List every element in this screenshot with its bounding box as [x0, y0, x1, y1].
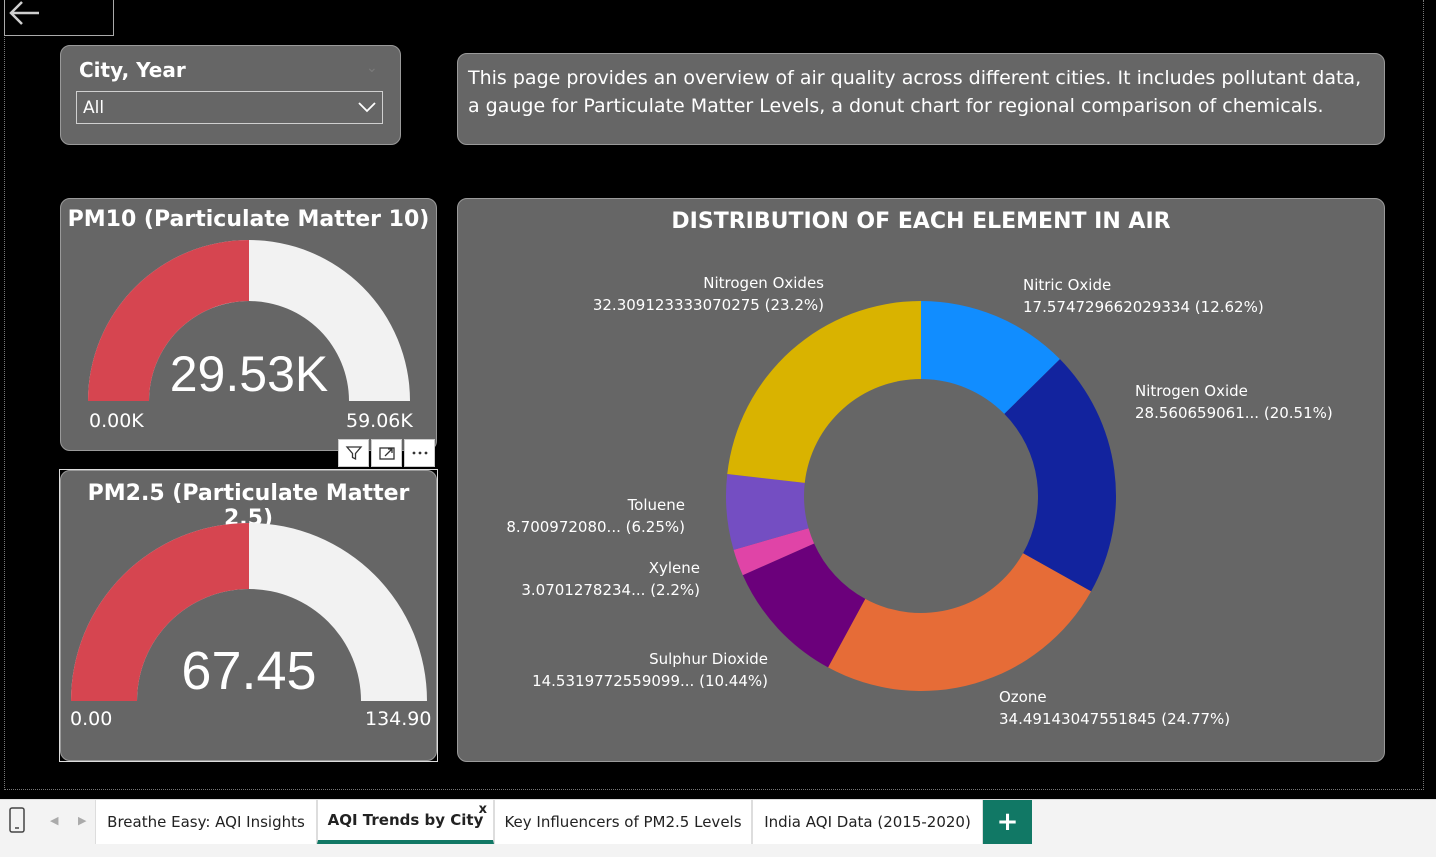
donut-slice-nitric-oxide[interactable] [921, 301, 1060, 414]
slice-label-nitrogen-oxide: Nitrogen Oxide 28.560659061... (20.51%) [1135, 382, 1333, 422]
more-options-icon[interactable] [404, 439, 435, 467]
filter-icon[interactable] [338, 439, 369, 467]
report-canvas [4, 0, 1424, 790]
tab-breathe-easy[interactable]: Breathe Easy: AQI Insights [95, 800, 317, 844]
tab-label: Breathe Easy: AQI Insights [107, 813, 305, 831]
gauge-fill [71, 523, 249, 701]
pm10-gauge-card[interactable]: PM10 (Particulate Matter 10) 29.53K 0.00… [60, 198, 437, 451]
gauge-min-label: 0.00 [70, 708, 113, 730]
gauge-title: PM10 (Particulate Matter 10) [67, 207, 430, 232]
add-page-button[interactable]: + [983, 800, 1032, 844]
chevron-down-icon [358, 102, 376, 113]
description-card: This page provides an overview of air qu… [457, 53, 1385, 145]
slice-label-nitric-oxide: Nitric Oxide 17.574729662029334 (12.62%) [1023, 276, 1264, 316]
tab-scroll-left-icon[interactable]: ◀ [50, 814, 59, 827]
slice-label-ozone: Ozone 34.49143047551845 (24.77%) [999, 688, 1231, 728]
mobile-layout-icon[interactable] [8, 806, 26, 834]
tab-india-aqi-data[interactable]: India AQI Data (2015-2020) [752, 800, 983, 844]
slicer-selected-value: All [83, 98, 105, 118]
gauge-value: 29.53K [170, 346, 328, 402]
donut-slice-nitrogen-oxide[interactable] [1004, 359, 1116, 592]
tab-key-influencers[interactable]: Key Influencers of PM2.5 Levels [494, 800, 752, 844]
chart-title: DISTRIBUTION OF EACH ELEMENT IN AIR [671, 209, 1171, 234]
tab-label: India AQI Data (2015-2020) [764, 813, 971, 831]
donut-slice-ozone[interactable] [828, 553, 1092, 691]
page-tab-bar: ◀ ▶ Breathe Easy: AQI Insights AQI Trend… [0, 799, 1436, 857]
gauge-min-label: 0.00K [89, 410, 144, 432]
tab-aqi-trends-by-city[interactable]: AQI Trends by City x [317, 800, 494, 844]
gauge-value: 67.45 [181, 641, 316, 701]
slice-label-xylene: Xylene 3.0701278234... (2.2%) [521, 559, 700, 599]
city-year-slicer: City, Year ⌄ All [60, 45, 401, 145]
slice-label-nitrogen-oxides: Nitrogen Oxides 32.309123333070275 (23.2… [592, 274, 824, 314]
tab-label: AQI Trends by City [327, 811, 484, 829]
tab-label: Key Influencers of PM2.5 Levels [504, 813, 742, 831]
focus-mode-icon[interactable] [371, 439, 402, 467]
tab-scroll-right-icon[interactable]: ▶ [78, 814, 87, 827]
pm25-gauge-card[interactable]: PM2.5 (Particulate Matter 2.5) 67.45 0.0… [60, 470, 437, 761]
back-button[interactable] [4, 0, 114, 36]
donut-slice-xylene[interactable] [733, 528, 815, 576]
pm10-gauge: 29.53K [88, 240, 410, 402]
collapse-chevron-icon[interactable]: ⌄ [366, 60, 378, 76]
slicer-dropdown[interactable]: All [76, 91, 383, 124]
pm25-gauge: 67.45 [71, 523, 427, 701]
gauge-max-label: 59.06K [346, 410, 413, 432]
donut-slice-nitrogen-oxides[interactable] [727, 301, 921, 483]
description-text: This page provides an overview of air qu… [468, 67, 1362, 117]
visual-header-toolbar [338, 439, 436, 467]
donut-chart [726, 301, 1116, 691]
gauge-max-label: 134.90 [365, 708, 432, 730]
donut-slice-toluene[interactable] [726, 474, 809, 550]
slice-label-sulphur-dioxide: Sulphur Dioxide 14.5319772559099... (10.… [532, 650, 768, 690]
close-tab-icon[interactable]: x [478, 802, 487, 817]
gauge-fill [88, 240, 249, 401]
slice-label-toluene: Toluene 8.700972080... (6.25%) [506, 496, 685, 536]
element-distribution-card[interactable]: DISTRIBUTION OF EACH ELEMENT IN AIR Nitr… [457, 198, 1385, 762]
slicer-title: City, Year [79, 58, 186, 82]
back-arrow-icon [9, 1, 39, 25]
donut-slice-sulphur-dioxide[interactable] [742, 543, 866, 668]
